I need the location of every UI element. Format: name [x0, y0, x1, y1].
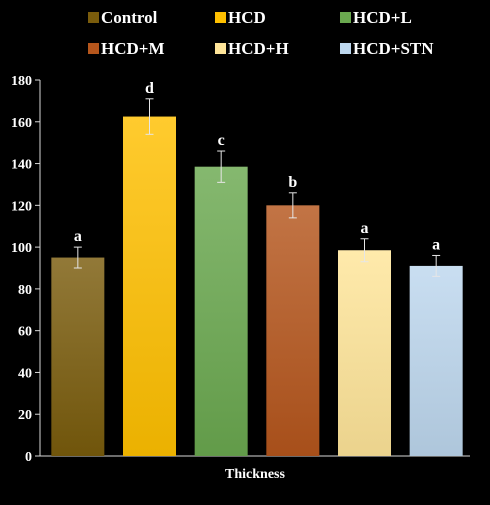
- y-tick-label: 60: [18, 325, 32, 340]
- significance-label: a: [432, 236, 440, 253]
- legend-label: HCD+H: [228, 39, 289, 58]
- significance-label: a: [74, 228, 82, 245]
- legend-item: HCD+M: [88, 39, 165, 58]
- y-tick-label: 80: [18, 283, 32, 298]
- y-tick-label: 140: [11, 158, 32, 173]
- bar-hcd: [123, 116, 176, 457]
- legend-item: HCD+STN: [340, 39, 434, 58]
- legend-label: HCD: [228, 8, 266, 27]
- y-tick-label: 0: [25, 450, 32, 465]
- x-axis-label: Thickness: [225, 467, 285, 482]
- y-tick-label: 40: [18, 366, 32, 381]
- bar-hcd-m: [266, 205, 320, 456]
- bar-hcd-l: [194, 166, 248, 456]
- significance-label: d: [145, 80, 154, 97]
- legend-item: Control: [88, 8, 158, 27]
- legend-swatch: [340, 43, 351, 54]
- legend-swatch: [215, 43, 226, 54]
- bar-hcd-h: [338, 250, 391, 456]
- significance-label: c: [218, 132, 225, 149]
- y-tick-label: 180: [11, 74, 32, 89]
- bar-hcd-stn: [409, 265, 463, 456]
- legend-swatch: [88, 43, 99, 54]
- significance-label: a: [361, 220, 369, 237]
- legend-label: HCD+M: [101, 39, 165, 58]
- y-tick-label: 120: [11, 199, 32, 214]
- legend-label: HCD+L: [353, 8, 412, 27]
- bars: a d c b a a: [51, 80, 463, 457]
- significance-label: b: [288, 174, 297, 191]
- bar-control: [51, 257, 105, 456]
- legend-item: HCD+H: [215, 39, 289, 58]
- legend-swatch: [340, 12, 351, 23]
- legend: Control HCD HCD+L HCD+M HCD+H HCD+STN: [88, 8, 434, 58]
- legend-item: HCD: [215, 8, 266, 27]
- legend-swatch: [215, 12, 226, 23]
- legend-swatch: [88, 12, 99, 23]
- y-tick-label: 160: [11, 116, 32, 131]
- legend-item: HCD+L: [340, 8, 412, 27]
- legend-label: HCD+STN: [353, 39, 434, 58]
- y-tick-label: 20: [18, 408, 32, 423]
- legend-label: Control: [101, 8, 158, 27]
- axes: 0 20 40 60 80 100 120 140 160 180 Thickness: [11, 74, 470, 482]
- y-tick-label: 100: [11, 241, 32, 256]
